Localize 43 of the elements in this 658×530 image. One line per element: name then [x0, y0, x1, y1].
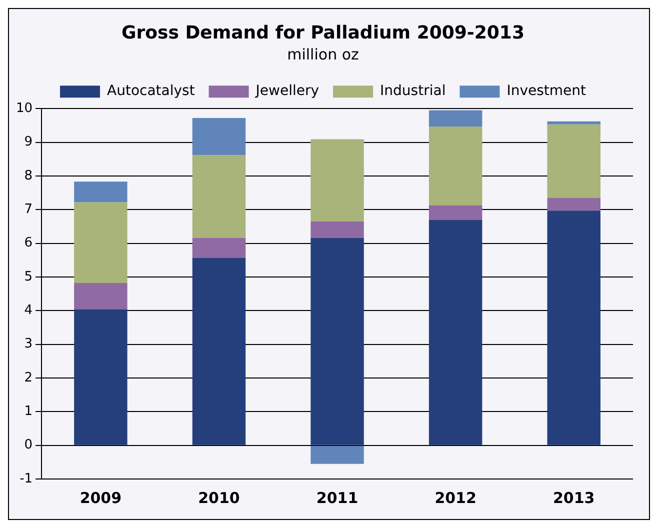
- bar: [74, 182, 128, 202]
- legend-label: Autocatalyst: [107, 83, 196, 100]
- x-tick-label: 2012: [434, 488, 476, 507]
- bar: [310, 446, 364, 464]
- bar: [192, 118, 246, 156]
- bar: [74, 202, 128, 284]
- y-tick-label: 2: [24, 370, 33, 386]
- y-tick-label: 6: [24, 236, 33, 251]
- y-tick-label: 0: [24, 438, 33, 453]
- x-tick-label: 2010: [198, 488, 240, 507]
- bar: [428, 110, 482, 126]
- y-tick-label: 9: [24, 134, 33, 150]
- legend-label: Jewellery: [254, 83, 320, 100]
- y-tick-label: 8: [24, 168, 33, 184]
- bar: [192, 155, 246, 238]
- bar: [310, 238, 364, 445]
- y-tick-label: 4: [24, 303, 33, 318]
- y-tick-label: -1: [20, 471, 33, 486]
- x-tick-label: 2013: [552, 488, 595, 507]
- y-tick-label: 1: [24, 404, 33, 420]
- y-tick-label: 5: [24, 269, 33, 284]
- y-tick-label: 3: [24, 336, 33, 352]
- bar: [547, 210, 600, 445]
- bar: [428, 220, 482, 445]
- bar: [547, 121, 600, 124]
- chart-subtitle: million oz: [287, 45, 360, 64]
- bar: [428, 126, 482, 206]
- legend-label: Industrial: [380, 83, 446, 100]
- bar: [192, 258, 246, 445]
- x-tick-label: 2011: [316, 488, 358, 507]
- legend-label: Investment: [506, 83, 587, 100]
- bar: [547, 124, 600, 198]
- bar: [310, 139, 364, 222]
- bar: [428, 205, 482, 220]
- bar: [192, 238, 246, 258]
- bar: [74, 283, 128, 310]
- bar: [310, 221, 364, 238]
- bar: [547, 198, 600, 211]
- chart-title: Gross Demand for Palladium 2009-2013: [122, 22, 524, 44]
- y-tick-label: 7: [24, 202, 33, 217]
- bar: [74, 309, 128, 445]
- y-tick-label: 10: [16, 100, 33, 116]
- x-tick-label: 2009: [80, 488, 122, 507]
